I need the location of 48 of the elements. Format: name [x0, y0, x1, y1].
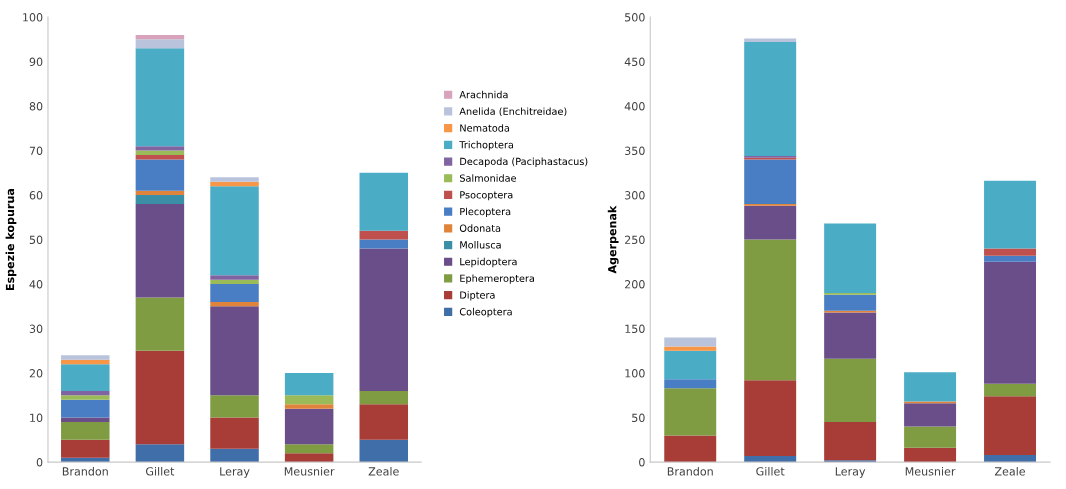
x-tick-label: Zeale: [368, 466, 399, 476]
y-tick-label: 200: [625, 280, 645, 289]
x-tick-label: Brandon: [667, 466, 713, 476]
y-tick-label: 0: [639, 458, 645, 467]
x-tick-label: Zeale: [994, 466, 1026, 476]
legend-label: Plecoptera: [460, 207, 511, 218]
y-tick-label: 50: [29, 235, 43, 244]
legend-label: Trichoptera: [459, 140, 514, 151]
y-tick-label: 500: [625, 13, 645, 22]
legend-label: Salmonidae: [459, 174, 517, 182]
y-tick-label: 90: [29, 57, 43, 66]
x-tick-label: Leray: [220, 467, 250, 478]
y-tick-label: 100: [625, 369, 645, 378]
y-axis-title: Espezie kopurua: [5, 189, 17, 291]
y-tick-label: 450: [624, 57, 645, 66]
y-tick-label: 60: [29, 191, 43, 200]
y-tick-label: 300: [625, 191, 645, 200]
legend-label: Mollusca: [460, 241, 501, 249]
x-tick-label: Meusnier: [905, 466, 956, 476]
y-tick-label: 20: [29, 369, 43, 378]
y-tick-label: 70: [29, 146, 43, 155]
x-tick-label: Brandon: [62, 466, 108, 476]
y-tick-label: 40: [29, 280, 43, 289]
y-tick-label: 80: [29, 102, 43, 111]
y-tick-label: 30: [29, 324, 43, 333]
legend-label: Anelida (Enchitreidae): [459, 107, 567, 117]
legend-label: Odonata: [459, 224, 501, 232]
y-tick-label: 150: [625, 324, 645, 333]
legend-label: Coleoptera: [459, 307, 512, 318]
y-tick-label: 100: [23, 13, 43, 22]
legend-label: Arachnida: [459, 90, 508, 99]
legend-label: Decapoda (Paciphastacus): [460, 157, 588, 167]
legend-label: Diptera: [460, 291, 495, 301]
y-tick-label: 0: [36, 458, 43, 467]
y-tick-label: 250: [625, 235, 645, 244]
x-tick-label: Meusnier: [284, 466, 335, 476]
legend-label: Ephemeroptera: [460, 274, 534, 284]
x-tick-label: Leray: [835, 467, 866, 478]
legend-label: Psocoptera: [460, 191, 513, 201]
y-tick-label: 350: [625, 146, 645, 155]
x-tick-label: Gillet: [756, 466, 785, 476]
x-tick-label: Gillet: [145, 466, 175, 476]
y-tick-label: 10: [30, 413, 43, 422]
y-tick-label: 400: [624, 102, 645, 111]
y-tick-label: 50: [632, 413, 645, 422]
y-axis-title: Agerpenak: [607, 205, 619, 274]
legend-label: Nematoda: [460, 124, 510, 132]
legend-label: Lepidoptera: [460, 257, 517, 268]
